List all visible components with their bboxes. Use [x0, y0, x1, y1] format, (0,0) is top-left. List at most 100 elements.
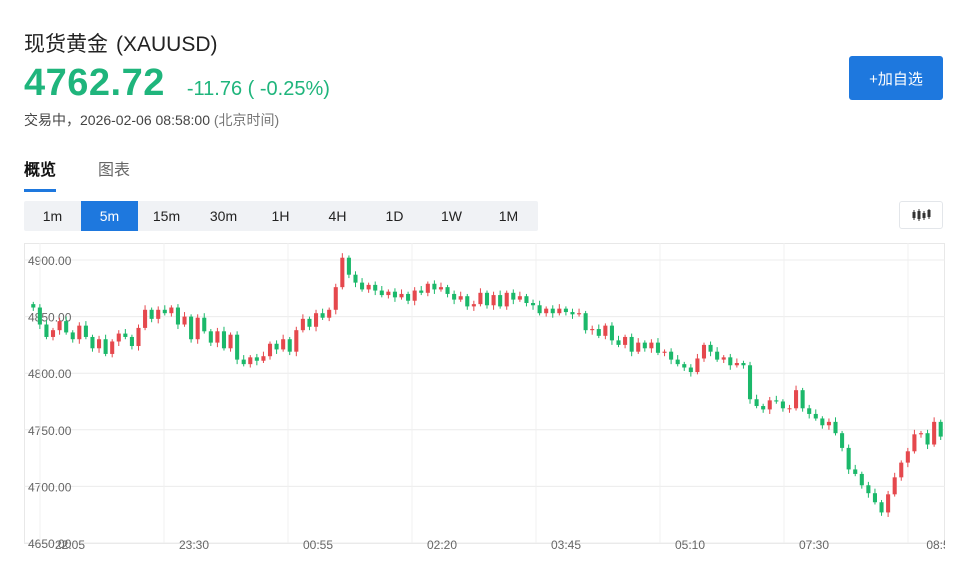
candle [603, 325, 608, 336]
candle [544, 308, 549, 314]
candle [248, 357, 253, 365]
period-5m[interactable]: 5m [81, 201, 138, 231]
candle [300, 318, 305, 331]
candlestick-chart: 4650.004700.004750.004800.004850.004900.… [24, 243, 945, 552]
candle [471, 304, 476, 307]
candle [445, 287, 450, 294]
x-tick-label: 02:20 [427, 538, 457, 552]
candle [97, 339, 102, 349]
candle [524, 296, 529, 303]
candle [110, 341, 115, 354]
candle [616, 340, 621, 345]
candle [50, 330, 56, 337]
candle [517, 296, 522, 300]
candle [590, 329, 595, 331]
candle [37, 307, 42, 325]
candle [478, 292, 483, 305]
candle [649, 342, 654, 349]
candle [406, 293, 411, 301]
candle [83, 325, 88, 337]
candle [103, 339, 108, 354]
candle [800, 390, 805, 409]
candle [537, 305, 542, 314]
candle [208, 331, 213, 343]
timezone-label: (北京时间) [213, 112, 280, 128]
candle [465, 296, 470, 307]
period-15m[interactable]: 15m [152, 208, 181, 224]
candle [320, 313, 325, 318]
y-tick-label: 4750.00 [28, 424, 72, 438]
period-1mo[interactable]: 1M [498, 208, 519, 224]
period-1m[interactable]: 1m [42, 208, 63, 224]
candle [366, 284, 371, 290]
candle [189, 316, 194, 340]
candle [274, 343, 279, 350]
candle [728, 357, 733, 366]
candle [530, 303, 536, 306]
x-tick-label: 22:05 [55, 538, 85, 552]
candlestick-icon [912, 209, 931, 221]
x-tick-label: 05:10 [675, 538, 705, 552]
instrument-symbol: (XAUUSD) [116, 33, 218, 56]
candle [570, 312, 575, 315]
candle [90, 336, 95, 349]
candle [360, 282, 365, 290]
candle [583, 313, 588, 331]
candle [221, 331, 227, 349]
candle [840, 433, 845, 448]
candle [143, 309, 148, 328]
candle [425, 283, 430, 293]
candle [866, 485, 871, 494]
candle [596, 329, 601, 336]
candle [353, 274, 358, 283]
chart-type-button[interactable] [899, 201, 943, 229]
period-4h[interactable]: 4H [328, 208, 347, 224]
candle [708, 344, 713, 352]
candle [780, 401, 785, 409]
y-tick-label: 4900.00 [28, 254, 72, 268]
y-tick-label: 4800.00 [28, 367, 72, 381]
candle [182, 316, 187, 325]
candle [675, 359, 680, 365]
candle [721, 357, 726, 360]
candle [458, 296, 463, 300]
period-1d[interactable]: 1D [385, 208, 404, 224]
candle [116, 333, 121, 342]
period-selector: 1m 5m 15m 30m 1H 4H 1D 1W 1M [24, 201, 538, 231]
candle [892, 477, 897, 495]
candle [504, 292, 509, 307]
x-tick-label: 07:30 [799, 538, 829, 552]
candle [669, 351, 674, 360]
candle [419, 290, 424, 293]
candle [149, 309, 154, 319]
candle [215, 331, 220, 343]
candle [794, 390, 799, 409]
candle [294, 330, 299, 352]
candle [925, 433, 930, 445]
candle [156, 309, 161, 319]
candle [70, 332, 75, 340]
candle [557, 308, 562, 314]
add-to-watchlist-button[interactable]: +加自选 [849, 56, 943, 100]
candle [498, 295, 503, 307]
candle [787, 408, 792, 410]
period-1w[interactable]: 1W [441, 208, 462, 224]
candle [31, 304, 36, 308]
candle [701, 344, 707, 359]
period-1h[interactable]: 1H [271, 208, 290, 224]
candle [373, 284, 378, 291]
candle [609, 325, 614, 341]
candle [826, 421, 831, 426]
candle [412, 290, 417, 301]
price-chart[interactable]: 4650.00 4700.00 4750.00 4800.00 4850.00 4900.… [24, 243, 945, 553]
tab-overview[interactable]: 概览 [24, 156, 57, 192]
candle [169, 307, 174, 314]
candle [386, 291, 391, 296]
status-text: 交易中，2026-02-06 08:58:00 [24, 112, 210, 128]
candle [452, 293, 457, 300]
candle [228, 334, 233, 349]
period-30m[interactable]: 30m [209, 208, 238, 224]
candle [307, 318, 312, 327]
tab-chart[interactable]: 图表 [98, 162, 131, 179]
candle [235, 334, 240, 360]
